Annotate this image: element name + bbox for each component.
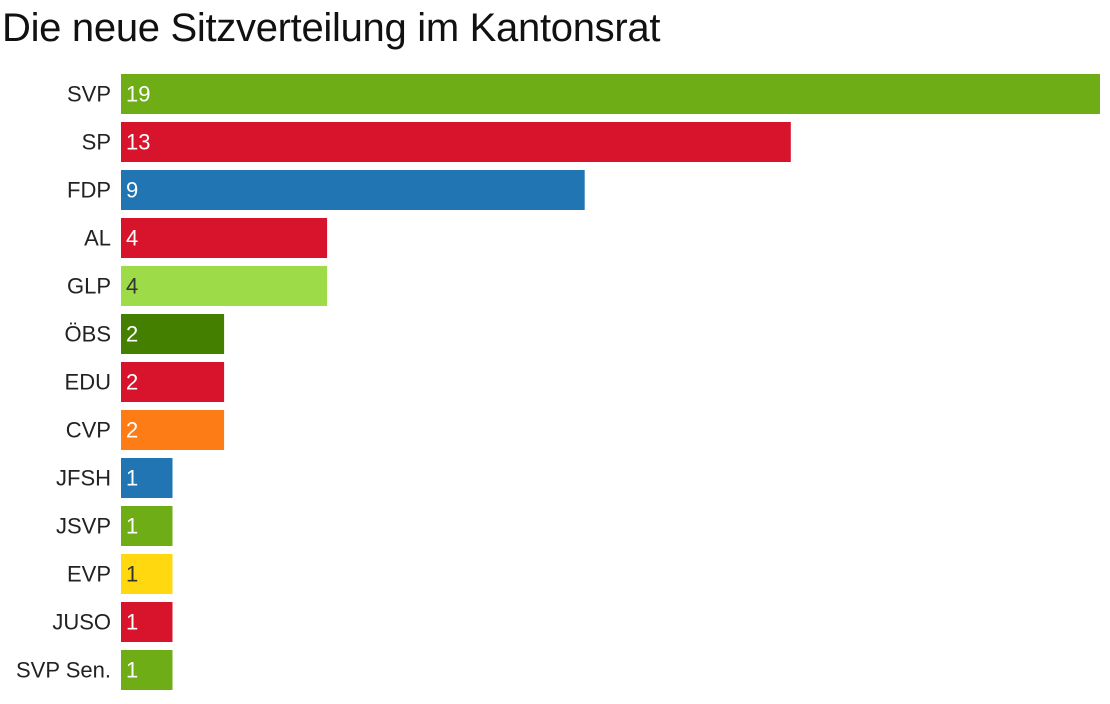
bar-row: AL 4 (84, 218, 328, 258)
bar (121, 122, 791, 162)
bar-row: EDU 2 (65, 362, 225, 402)
bar (121, 74, 1100, 114)
category-label: SP (82, 130, 111, 155)
category-label: GLP (67, 274, 111, 299)
bar-row: SP 13 (82, 122, 791, 162)
category-label: SVP (67, 82, 111, 107)
value-label: 1 (126, 562, 138, 587)
value-label: 9 (126, 178, 138, 203)
bar (121, 314, 225, 354)
bar-row: EVP 1 (67, 554, 173, 594)
bar-row: GLP 4 (67, 266, 328, 306)
value-label: 2 (126, 370, 138, 395)
value-label: 1 (126, 466, 138, 491)
chart-title: Die neue Sitzverteilung im Kantonsrat (2, 6, 661, 50)
bar (121, 218, 328, 258)
bar (121, 554, 173, 594)
value-label: 4 (126, 226, 138, 251)
bar (121, 266, 328, 306)
category-label: EDU (65, 370, 111, 395)
category-label: JSVP (56, 514, 111, 539)
bar-row: SVP 19 (67, 74, 1100, 114)
category-label: SVP Sen. (16, 658, 111, 683)
value-label: 1 (126, 514, 138, 539)
bar-row: SVP Sen. 1 (16, 650, 173, 690)
bar (121, 458, 173, 498)
bar (121, 602, 173, 642)
bar-row: JSVP 1 (56, 506, 173, 546)
bar-row: JFSH 1 (56, 458, 173, 498)
bar (121, 506, 173, 546)
category-label: ÖBS (65, 322, 111, 347)
bar-row: FDP 9 (67, 170, 585, 210)
value-label: 19 (126, 82, 150, 107)
bar (121, 362, 225, 402)
value-label: 1 (126, 610, 138, 635)
bar-row: CVP 2 (66, 410, 225, 450)
category-label: CVP (66, 418, 111, 443)
category-label: JFSH (56, 466, 111, 491)
value-label: 13 (126, 130, 150, 155)
category-label: AL (84, 226, 111, 251)
bar-row: ÖBS 2 (65, 314, 225, 354)
category-label: FDP (67, 178, 111, 203)
value-label: 2 (126, 418, 138, 443)
category-label: EVP (67, 562, 111, 587)
bar (121, 170, 585, 210)
value-label: 1 (126, 658, 138, 683)
category-label: JUSO (52, 610, 111, 635)
bar-row: JUSO 1 (52, 602, 173, 642)
value-label: 4 (126, 274, 138, 299)
bar (121, 650, 173, 690)
bar (121, 410, 225, 450)
value-label: 2 (126, 322, 138, 347)
